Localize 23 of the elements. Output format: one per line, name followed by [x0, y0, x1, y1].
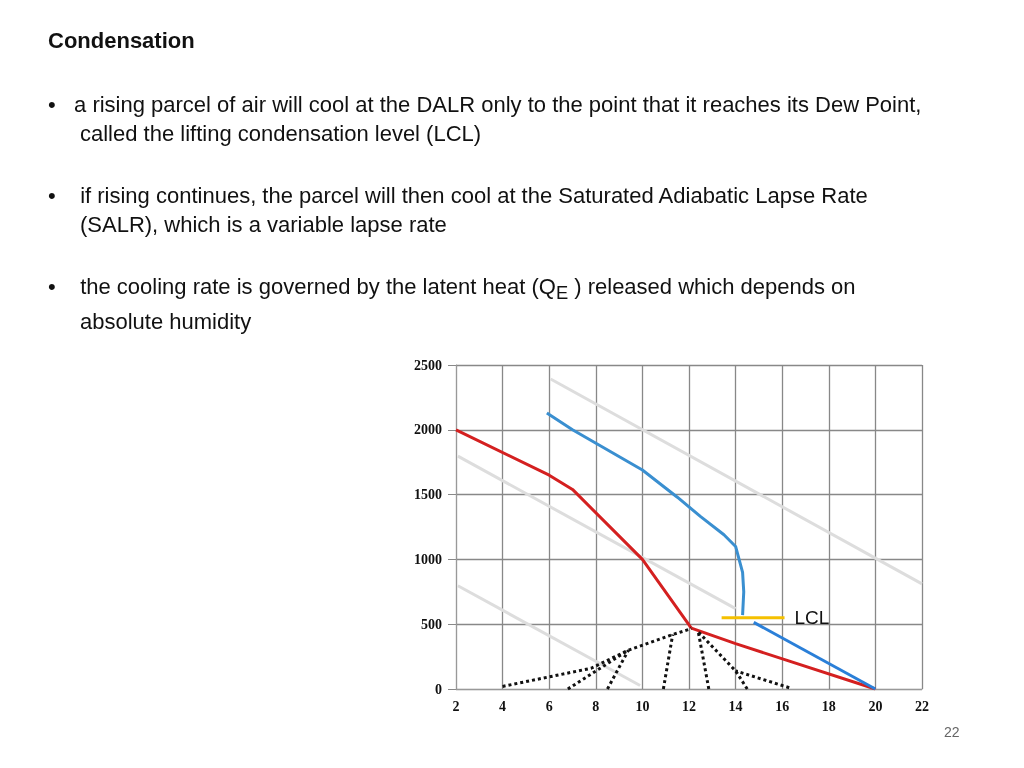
text: • if rising continues, the parcel will then cool at the Saturated Adiabatic Lapse Rate (SALR), which is a variable lapse rate: [48, 182, 869, 239]
x-tick-label: 14: [728, 698, 743, 714]
text: Condensation: [48, 28, 195, 54]
text: • a rising parcel of air will cool at the DALR only to the point that it reaches its Dew Point, called the lifting condensation level (LCL): [48, 91, 923, 148]
x-tick-label: 6: [545, 698, 553, 714]
y-tick-label: 0: [435, 681, 442, 697]
x-tick-label: 12: [682, 698, 696, 714]
x-tick-label: 18: [821, 698, 836, 714]
x-tick-label: 2: [452, 698, 460, 714]
x-tick-label: 20: [868, 698, 883, 714]
text: 22: [944, 724, 960, 740]
y-tick-label: 500: [421, 616, 442, 632]
text: • the cooling rate is governed by the latent heat (Q$_{E}$ ) released which depends on absolute humidity: [48, 274, 856, 335]
x-tick-label: 22: [915, 698, 929, 714]
y-tick-label: 1000: [414, 551, 442, 567]
x-tick-label: 16: [775, 698, 790, 714]
x-tick-label: 10: [635, 698, 650, 714]
y-tick-label: 2000: [414, 422, 442, 438]
y-tick-label: 1500: [414, 487, 442, 503]
annotation: LCL: [794, 607, 830, 629]
y-tick-label: 2500: [414, 357, 442, 373]
x-tick-label: 4: [499, 698, 507, 714]
x-tick-label: 8: [592, 698, 600, 714]
